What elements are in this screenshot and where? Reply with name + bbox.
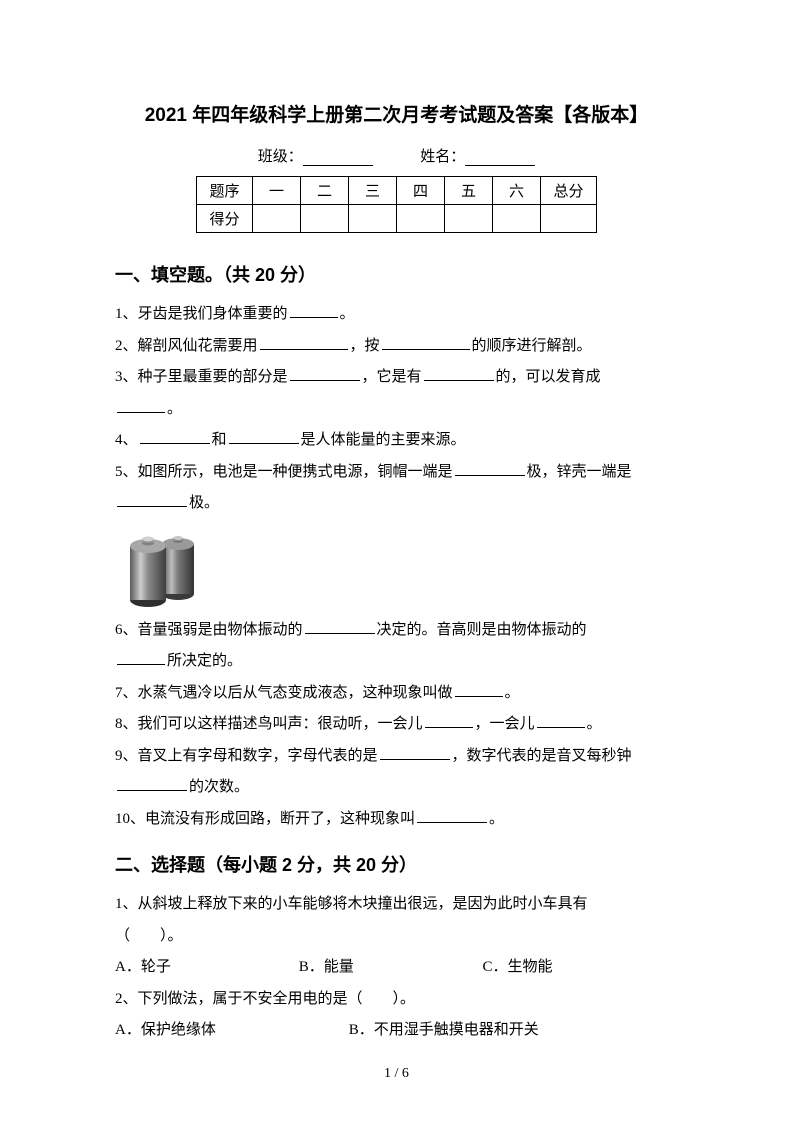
q8: 8、我们可以这样描述鸟叫声：很动听，一会儿 ，一会儿 。	[115, 709, 678, 741]
q2-text-a: 2、解剖风仙花需要用	[115, 338, 258, 354]
name-blank[interactable]	[465, 150, 535, 166]
score-header-3: 三	[349, 177, 397, 205]
section2-heading: 二、选择题（每小题 2 分，共 20 分）	[115, 851, 678, 877]
page-number: 1 / 6	[0, 1066, 793, 1082]
q10-text-a: 10、电流没有形成回路，断开了，这种现象叫	[115, 811, 415, 827]
class-label: 班级：	[258, 149, 303, 165]
battery-image	[115, 526, 678, 613]
s2-q1-opt-c[interactable]: C．生物能	[483, 952, 553, 984]
battery-icon	[115, 526, 215, 608]
q6: 6、音量强弱是由物体振动的 决定的。音高则是由物体振动的	[115, 615, 678, 647]
q3-text-b: ，它是有	[362, 369, 422, 385]
score-header-4: 四	[397, 177, 445, 205]
score-cell-5[interactable]	[445, 205, 493, 233]
class-blank[interactable]	[303, 150, 373, 166]
q3-text-d: 。	[167, 401, 182, 417]
q3-text-a: 3、种子里最重要的部分是	[115, 369, 288, 385]
score-cell-2[interactable]	[301, 205, 349, 233]
q2-text-c: 的顺序进行解剖。	[472, 338, 592, 354]
q9-text-a: 9、音叉上有字母和数字，字母代表的是	[115, 748, 378, 764]
q7-text-b: 。	[505, 685, 520, 701]
score-row2-label: 得分	[197, 205, 253, 233]
s2-q2-opt-a[interactable]: A．保护绝缘体	[115, 1015, 345, 1047]
q1-text-a: 1、牙齿是我们身体重要的	[115, 306, 288, 322]
s2-q1-opt-a[interactable]: A．轮子	[115, 952, 295, 984]
q2-text-b: ，按	[350, 338, 380, 354]
s2-q2-options: A．保护绝缘体 B．不用湿手触摸电器和开关	[115, 1015, 678, 1047]
score-cell-4[interactable]	[397, 205, 445, 233]
q10-blank[interactable]	[417, 809, 487, 823]
s2-q2-opt-b[interactable]: B．不用湿手触摸电器和开关	[349, 1015, 539, 1047]
score-header-6: 六	[493, 177, 541, 205]
s2-q2: 2、下列做法，属于不安全用电的是（ ）。	[115, 984, 678, 1016]
q6-text-a: 6、音量强弱是由物体振动的	[115, 622, 303, 638]
s2-q1-options: A．轮子 B．能量 C．生物能	[115, 952, 678, 984]
q5: 5、如图所示，电池是一种便携式电源，铜帽一端是 极，锌壳一端是	[115, 457, 678, 489]
s2-q1-paren: （ ）。	[115, 921, 678, 953]
q9: 9、音叉上有字母和数字，字母代表的是 ，数字代表的是音叉每秒钟	[115, 741, 678, 773]
q6-blank1[interactable]	[305, 620, 375, 634]
q4-text-c: 是人体能量的主要来源。	[301, 432, 466, 448]
score-cell-total[interactable]	[541, 205, 597, 233]
q5-line2: 极。	[115, 488, 678, 520]
q10: 10、电流没有形成回路，断开了，这种现象叫 。	[115, 804, 678, 836]
name-label: 姓名：	[420, 149, 465, 165]
q9-line2: 的次数。	[115, 772, 678, 804]
score-header-2: 二	[301, 177, 349, 205]
q1: 1、牙齿是我们身体重要的 。	[115, 299, 678, 331]
score-header-5: 五	[445, 177, 493, 205]
s2-q1-opt-b[interactable]: B．能量	[299, 952, 479, 984]
q2: 2、解剖风仙花需要用 ，按 的顺序进行解剖。	[115, 331, 678, 363]
q5-text-b: 极，锌壳一端是	[527, 464, 632, 480]
q2-blank2[interactable]	[382, 336, 470, 350]
s2-q1: 1、从斜坡上释放下来的小车能够将木块撞出很远，是因为此时小车具有	[115, 889, 678, 921]
q7-blank[interactable]	[455, 683, 503, 697]
q5-blank2[interactable]	[117, 493, 187, 507]
score-cell-6[interactable]	[493, 205, 541, 233]
q5-text-c: 极。	[189, 495, 219, 511]
q8-text-a: 8、我们可以这样描述鸟叫声：很动听，一会儿	[115, 716, 423, 732]
q3-text-c: 的，可以发育成	[496, 369, 601, 385]
score-table: 题序 一 二 三 四 五 六 总分 得分	[196, 176, 597, 233]
q5-blank1[interactable]	[455, 462, 525, 476]
q1-blank[interactable]	[290, 304, 338, 318]
q10-text-b: 。	[489, 811, 504, 827]
q4-blank1[interactable]	[140, 430, 210, 444]
q2-blank1[interactable]	[260, 336, 348, 350]
q9-blank1[interactable]	[380, 746, 450, 760]
q8-text-c: 。	[587, 716, 602, 732]
q7-text-a: 7、水蒸气遇冷以后从气态变成液态，这种现象叫做	[115, 685, 453, 701]
q3-blank1[interactable]	[290, 367, 360, 381]
q6-blank2[interactable]	[117, 651, 165, 665]
q3: 3、种子里最重要的部分是 ，它是有 的，可以发育成	[115, 362, 678, 394]
q4-text-b: 和	[212, 432, 227, 448]
q4: 4、 和 是人体能量的主要来源。	[115, 425, 678, 457]
q3-blank2[interactable]	[424, 367, 494, 381]
exam-title: 2021 年四年级科学上册第二次月考考试题及答案【各版本】	[115, 100, 678, 127]
q3-blank3[interactable]	[117, 399, 165, 413]
q6-line2: 所决定的。	[115, 646, 678, 678]
q8-blank1[interactable]	[425, 714, 473, 728]
q8-blank2[interactable]	[537, 714, 585, 728]
score-cell-1[interactable]	[253, 205, 301, 233]
q5-text-a: 5、如图所示，电池是一种便携式电源，铜帽一端是	[115, 464, 453, 480]
q4-text-a: 4、	[115, 432, 138, 448]
q7: 7、水蒸气遇冷以后从气态变成液态，这种现象叫做 。	[115, 678, 678, 710]
score-cell-3[interactable]	[349, 205, 397, 233]
score-header-1: 一	[253, 177, 301, 205]
section1-heading: 一、填空题。（共 20 分）	[115, 261, 678, 287]
q1-text-b: 。	[340, 306, 355, 322]
q6-text-b: 决定的。音高则是由物体振动的	[377, 622, 587, 638]
q3-line2: 。	[115, 394, 678, 426]
q4-blank2[interactable]	[229, 430, 299, 444]
q9-blank2[interactable]	[117, 777, 187, 791]
score-header-7: 总分	[541, 177, 597, 205]
student-info-line: 班级： 姓名：	[115, 145, 678, 166]
q9-text-b: ，数字代表的是音叉每秒钟	[452, 748, 632, 764]
q6-text-c: 所决定的。	[167, 653, 242, 669]
score-header-0: 题序	[197, 177, 253, 205]
q8-text-b: ，一会儿	[475, 716, 535, 732]
q9-text-c: 的次数。	[189, 779, 249, 795]
